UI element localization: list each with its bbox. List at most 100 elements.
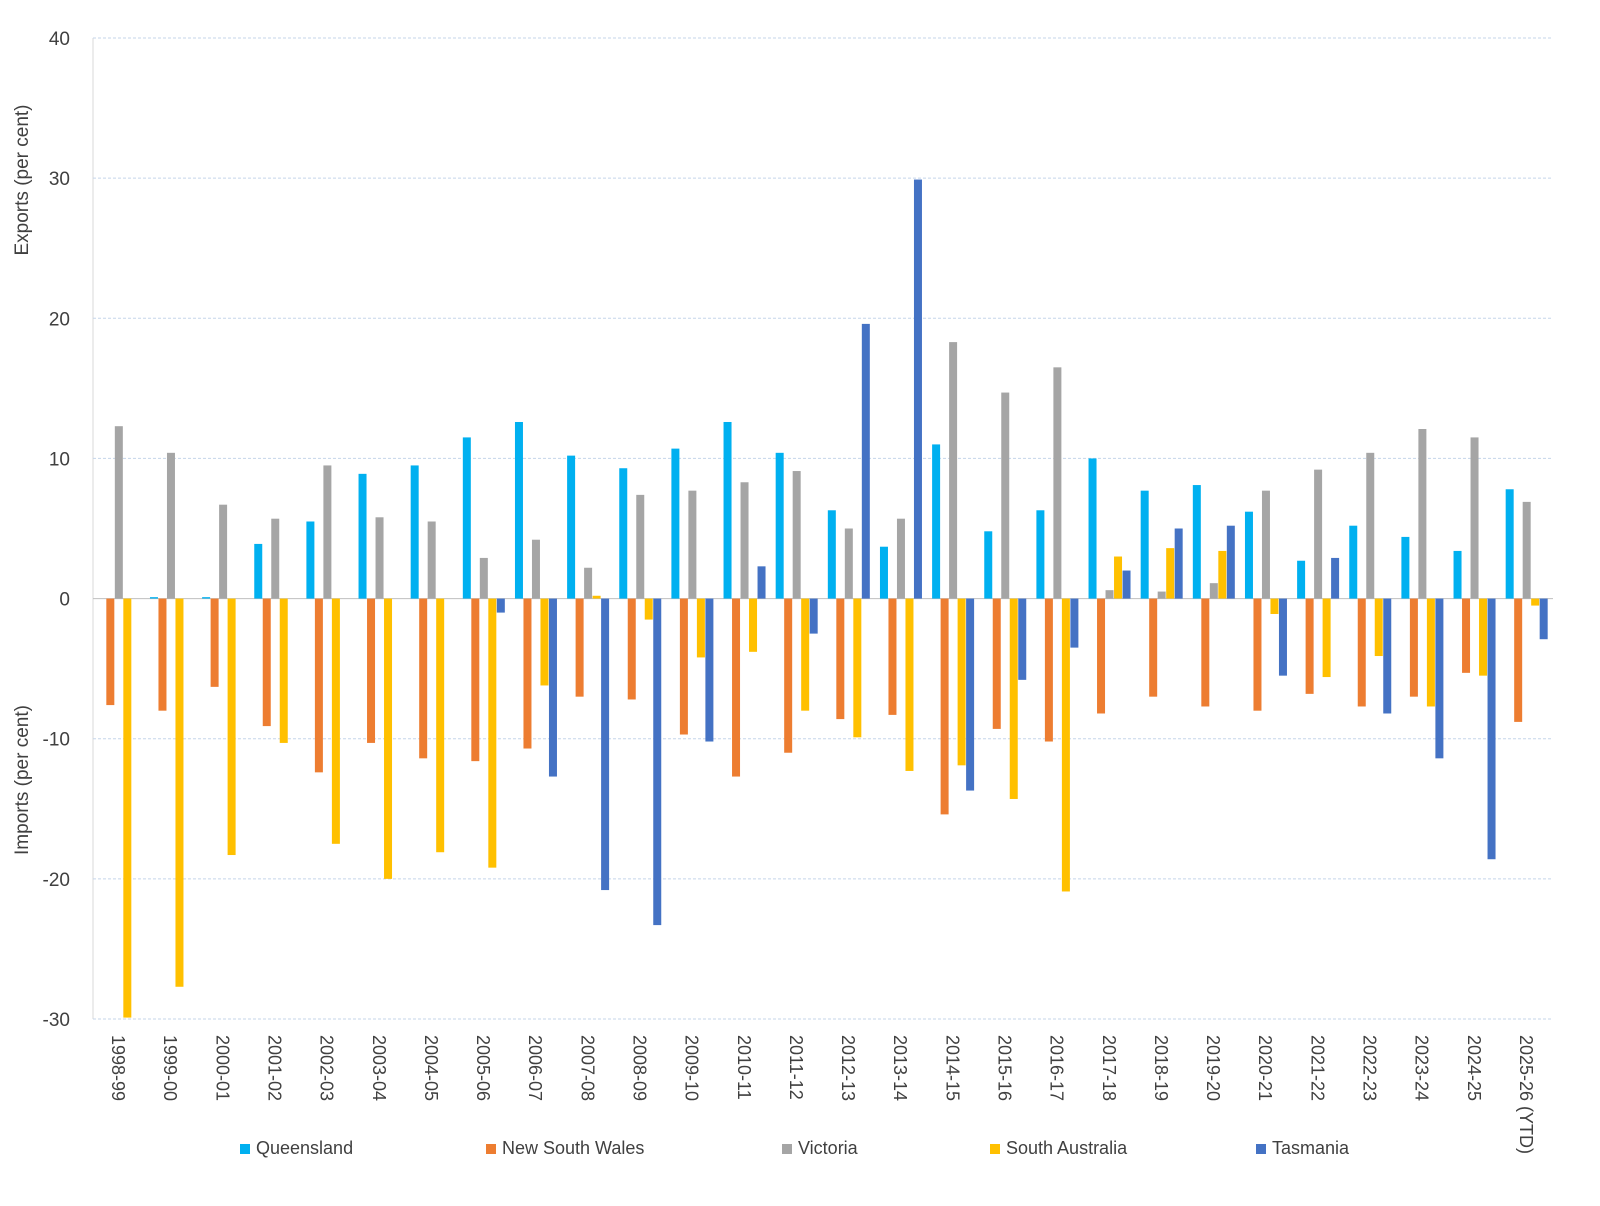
bar-queensland — [1036, 510, 1045, 599]
bar-victoria — [1418, 428, 1427, 599]
legend-swatch — [782, 1143, 792, 1154]
bar-victoria — [271, 518, 280, 599]
bar-new-south-wales — [367, 598, 376, 743]
bar-south-australia — [1322, 598, 1331, 678]
bar-victoria — [1261, 490, 1270, 599]
bar-victoria — [584, 567, 593, 599]
legend-label: South Australia — [1006, 1138, 1128, 1158]
bar-queensland — [723, 421, 732, 599]
y-tick-label: 0 — [59, 590, 70, 611]
bar-south-australia — [801, 598, 810, 711]
bar-queensland — [619, 468, 628, 599]
x-tick-label: 1998-99 — [108, 1035, 128, 1101]
bar-victoria — [1314, 469, 1323, 599]
bar-south-australia — [853, 598, 862, 738]
bar-tasmania — [1070, 598, 1079, 648]
legend: Queensland New South Wales Victoria South A… — [0, 1138, 1600, 1162]
bar-south-australia — [1218, 550, 1227, 599]
bar-tasmania — [966, 598, 975, 791]
bar-victoria — [1105, 590, 1114, 599]
bar-new-south-wales — [1305, 598, 1314, 694]
x-tick-label: 2020-21 — [1255, 1035, 1275, 1101]
bar-victoria — [1366, 452, 1375, 599]
bar-south-australia — [749, 598, 758, 652]
bar-victoria — [844, 528, 853, 599]
bar-tasmania — [861, 323, 870, 599]
x-tick-label: 2003-04 — [369, 1035, 389, 1101]
y-tick-label: -20 — [43, 870, 70, 891]
bar-new-south-wales — [1201, 598, 1210, 707]
bar-new-south-wales — [523, 598, 532, 749]
legend-swatch — [240, 1143, 250, 1154]
bar-tasmania — [1331, 557, 1340, 599]
bar-victoria — [1053, 367, 1062, 599]
bar-new-south-wales — [1097, 598, 1106, 714]
bar-queensland — [202, 597, 211, 599]
bar-new-south-wales — [888, 598, 897, 715]
bar-queensland — [879, 546, 888, 599]
bar-victoria — [1157, 591, 1166, 599]
bar-new-south-wales — [732, 598, 741, 777]
bar-queensland — [462, 437, 471, 599]
bar-new-south-wales — [940, 598, 949, 815]
bar-south-australia — [227, 598, 236, 856]
bar-south-australia — [1426, 598, 1435, 707]
y-axis-label-imports: Imports (per cent) — [12, 705, 33, 855]
x-tick-label: 2008-09 — [630, 1035, 650, 1101]
bar-queensland — [827, 510, 836, 599]
y-tick-label: -30 — [43, 1010, 70, 1031]
y-tick-label: 30 — [49, 169, 70, 190]
bar-new-south-wales — [262, 598, 271, 727]
bar-tasmania — [809, 598, 818, 634]
bar-tasmania — [757, 566, 766, 599]
bar-victoria — [896, 518, 905, 599]
x-tick-label: 2002-03 — [317, 1035, 337, 1101]
bar-queensland — [1401, 536, 1410, 599]
bar-south-australia — [331, 598, 340, 844]
bar-tasmania — [1174, 528, 1183, 599]
bar-south-australia — [696, 598, 705, 658]
y-tick-label: -10 — [43, 730, 70, 751]
y-tick-label: 40 — [49, 29, 70, 50]
bar-queensland — [1088, 458, 1097, 599]
x-tick-label: 2000-01 — [212, 1035, 232, 1101]
bar-victoria — [479, 557, 488, 599]
x-tick-label: 2022-23 — [1360, 1035, 1380, 1101]
bar-new-south-wales — [784, 598, 793, 753]
bar-queensland — [1505, 489, 1514, 599]
bar-new-south-wales — [210, 598, 219, 687]
bar-new-south-wales — [679, 598, 688, 735]
bar-new-south-wales — [1253, 598, 1262, 711]
legend-swatch — [486, 1143, 496, 1154]
bar-south-australia — [1374, 598, 1383, 657]
bar-victoria — [1470, 437, 1479, 599]
bar-queensland — [306, 521, 315, 599]
bar-queensland — [775, 452, 784, 599]
x-tick-label: 2017-18 — [1099, 1035, 1119, 1101]
bar-south-australia — [436, 598, 445, 853]
bar-tasmania — [1122, 570, 1131, 599]
x-tick-label: 2010-11 — [734, 1035, 754, 1100]
bar-queensland — [410, 465, 419, 599]
bar-tasmania — [705, 598, 714, 742]
x-tick-label: 2007-08 — [577, 1035, 597, 1101]
bar-victoria — [1209, 583, 1218, 599]
bar-tasmania — [548, 598, 557, 777]
legend-label: New South Wales — [502, 1138, 645, 1158]
bar-new-south-wales — [992, 598, 1001, 729]
bar-victoria — [636, 494, 645, 599]
bar-tasmania — [653, 598, 662, 926]
bar-queensland — [567, 455, 576, 599]
legend-label: Tasmania — [1272, 1138, 1350, 1158]
bar-tasmania — [496, 598, 505, 613]
bar-south-australia — [123, 598, 132, 1018]
bar-queensland — [1453, 550, 1462, 599]
bar-south-australia — [488, 598, 497, 868]
bar-south-australia — [1166, 548, 1175, 599]
bar-tasmania — [1278, 598, 1287, 676]
bar-south-australia — [644, 598, 653, 620]
bar-south-australia — [1009, 598, 1018, 799]
bar-queensland — [932, 444, 941, 599]
bar-new-south-wales — [1409, 598, 1418, 697]
